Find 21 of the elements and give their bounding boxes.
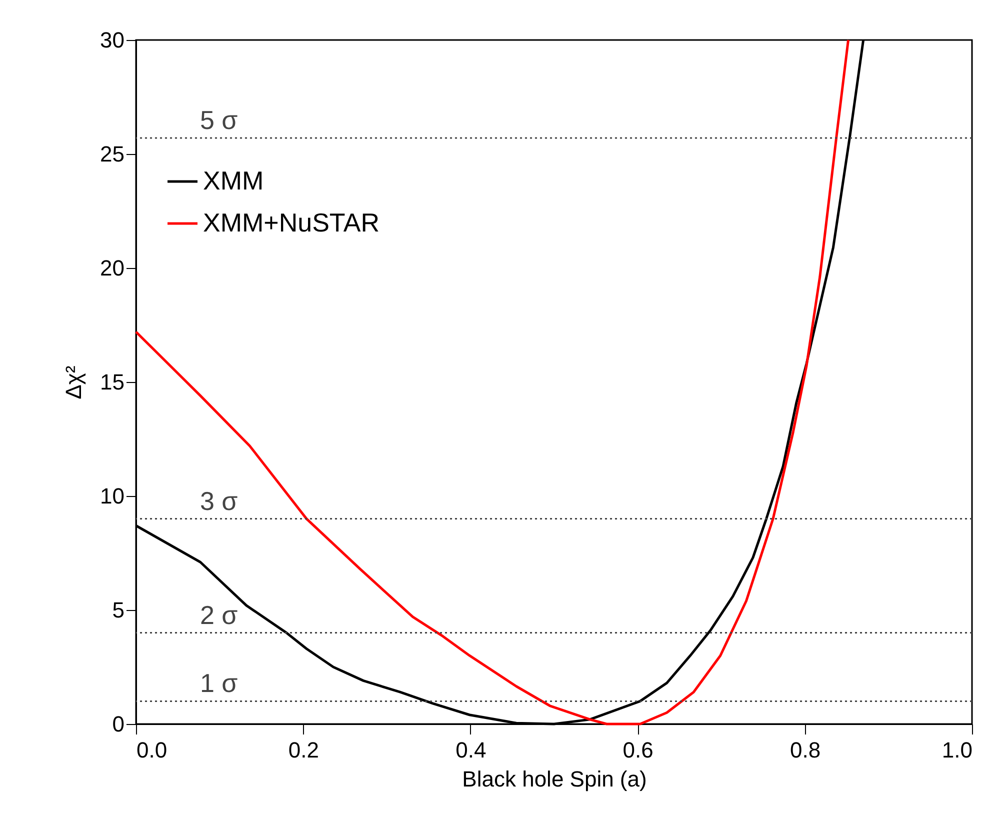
y-tick-label: 20 — [100, 256, 124, 280]
x-axis-title: Black hole Spin (a) — [462, 766, 647, 792]
y-axis-title: Δχ² — [61, 366, 86, 400]
x-tick-label: 1.0 — [942, 738, 972, 762]
ref-line-label: 3 σ — [200, 486, 238, 516]
y-tick-label: 30 — [100, 28, 124, 52]
y-tick-label: 15 — [100, 370, 124, 394]
y-tick-label: 5 — [112, 598, 124, 622]
y-tick-label: 25 — [100, 142, 124, 166]
y-tick-label: 0 — [112, 712, 124, 736]
y-tick-label: 10 — [100, 484, 124, 508]
x-tick-label: 0.2 — [288, 738, 319, 762]
ref-line-label: 1 σ — [200, 668, 238, 698]
ref-line-label: 2 σ — [200, 600, 238, 630]
x-tick-label: 0.6 — [622, 738, 654, 762]
x-tick-label: 0.0 — [136, 738, 168, 762]
x-tick-label: 0.4 — [456, 738, 486, 762]
legend-label: XMM — [203, 166, 264, 196]
ref-line-label: 5 σ — [200, 105, 238, 136]
x-tick-label: 0.8 — [790, 738, 821, 762]
legend-label: XMM+NuSTAR — [203, 208, 380, 238]
